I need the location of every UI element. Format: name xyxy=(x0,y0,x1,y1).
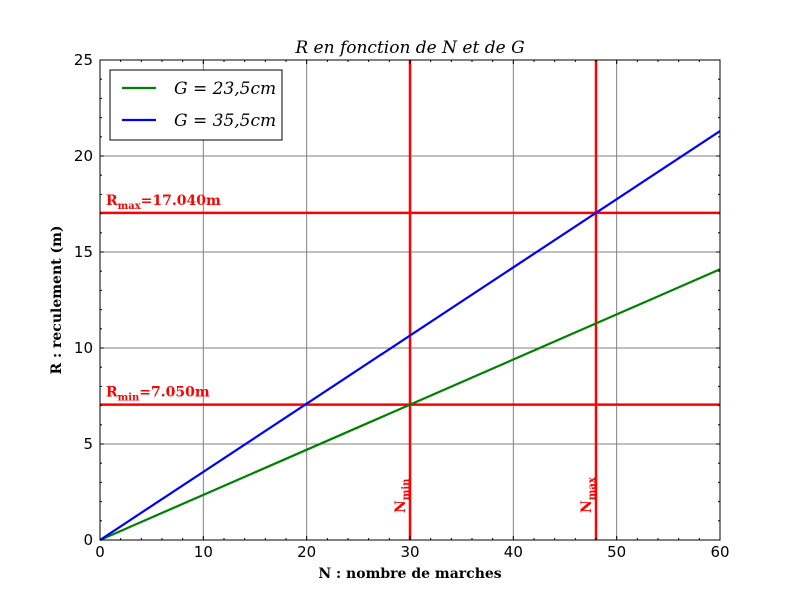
x-axis-label: N : nombre de marches xyxy=(318,566,501,582)
y-tick-label: 10 xyxy=(74,339,93,357)
legend-box xyxy=(109,69,283,141)
reference-label-main: N xyxy=(393,500,409,513)
y-tick-label: 20 xyxy=(74,147,93,165)
reference-label-main: R xyxy=(106,385,118,401)
y-tick-label: 25 xyxy=(74,51,93,69)
legend: G = 23,5cm G = 35,5cm xyxy=(109,69,283,141)
reference-label-main: R xyxy=(106,193,118,209)
reference-label-rest: =7.050m xyxy=(139,385,210,401)
axis-ticks: 0 10 20 30 40 50 60 0 5 10 15 20 25 xyxy=(74,51,730,561)
legend-label: G = 23,5cm xyxy=(174,79,276,99)
reference-label-rest: =17.040m xyxy=(141,193,221,209)
y-tick-label: 0 xyxy=(83,531,93,549)
reference-label-sub: max xyxy=(587,476,598,500)
x-tick-label: 10 xyxy=(194,543,213,561)
x-tick-label: 20 xyxy=(297,543,316,561)
reference-label: Nmax xyxy=(579,476,598,513)
reference-label-main: N xyxy=(579,500,595,513)
x-tick-label: 40 xyxy=(504,543,523,561)
reference-label: Rmin=7.050m xyxy=(106,385,210,404)
y-axis-label: R : reculement (m) xyxy=(49,225,65,374)
x-tick-label: 60 xyxy=(710,543,729,561)
series-line-0 xyxy=(99,268,721,542)
reference-label-sub: min xyxy=(118,393,140,404)
legend-label: G = 35,5cm xyxy=(174,111,276,131)
x-tick-label: 0 xyxy=(95,543,105,561)
reference-lines xyxy=(100,60,720,540)
series-line-1 xyxy=(99,130,721,541)
x-tick-label: 50 xyxy=(607,543,626,561)
series-lines xyxy=(99,130,721,542)
y-tick-label: 5 xyxy=(83,435,93,453)
reference-label: Rmax=17.040m xyxy=(106,193,221,212)
chart-title: R en fonction de N et de G xyxy=(294,38,524,58)
reference-label: Nmin xyxy=(393,478,412,513)
reference-label-sub: min xyxy=(401,478,412,500)
reference-label-sub: max xyxy=(118,201,142,212)
x-tick-label: 30 xyxy=(400,543,419,561)
y-tick-label: 15 xyxy=(74,243,93,261)
